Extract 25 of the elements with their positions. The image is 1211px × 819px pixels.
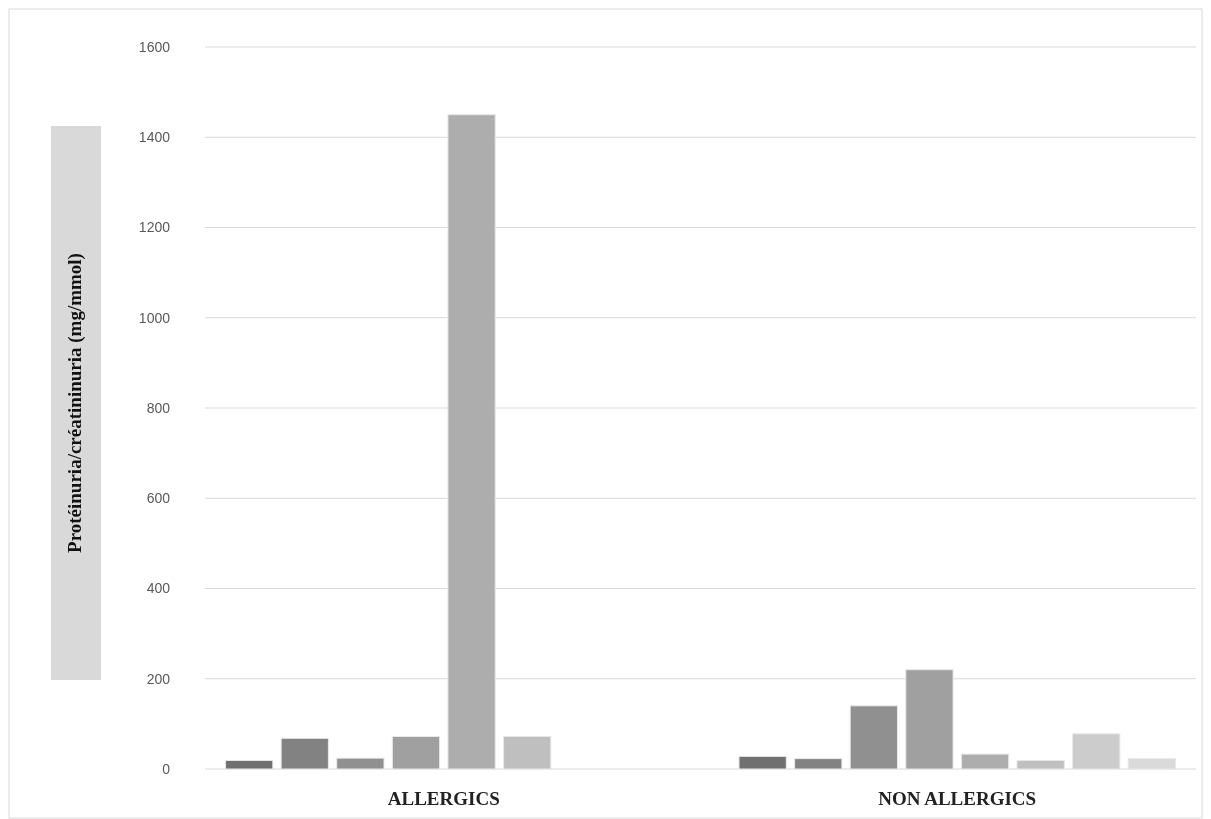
bar	[280, 737, 329, 770]
y-tick-label: 0	[162, 760, 171, 777]
y-tick-label: 1200	[138, 219, 171, 236]
x-tick-label: ALLERGICS	[387, 788, 500, 809]
y-axis-title: Protéinuria/créatininuria (mg/mmol)	[64, 253, 86, 553]
y-tick-label: 1000	[138, 309, 171, 326]
bar	[336, 757, 385, 770]
bar	[225, 759, 274, 770]
y-tick-label: 1600	[138, 38, 171, 55]
bar	[849, 705, 898, 770]
bar	[738, 755, 787, 770]
y-tick-label: 400	[146, 580, 171, 597]
y-tick-label: 600	[146, 490, 171, 507]
bar	[905, 669, 954, 770]
bar	[1016, 759, 1065, 770]
y-tick-label: 200	[146, 670, 171, 687]
y-tick-label: 800	[146, 399, 171, 416]
bar	[391, 736, 441, 770]
bar	[960, 753, 1010, 770]
bar	[794, 758, 843, 770]
bar	[447, 114, 496, 770]
bar	[503, 736, 552, 770]
x-tick-label: NON ALLERGICS	[878, 788, 1037, 809]
bar	[1072, 733, 1121, 770]
y-tick-label: 1400	[138, 129, 171, 146]
